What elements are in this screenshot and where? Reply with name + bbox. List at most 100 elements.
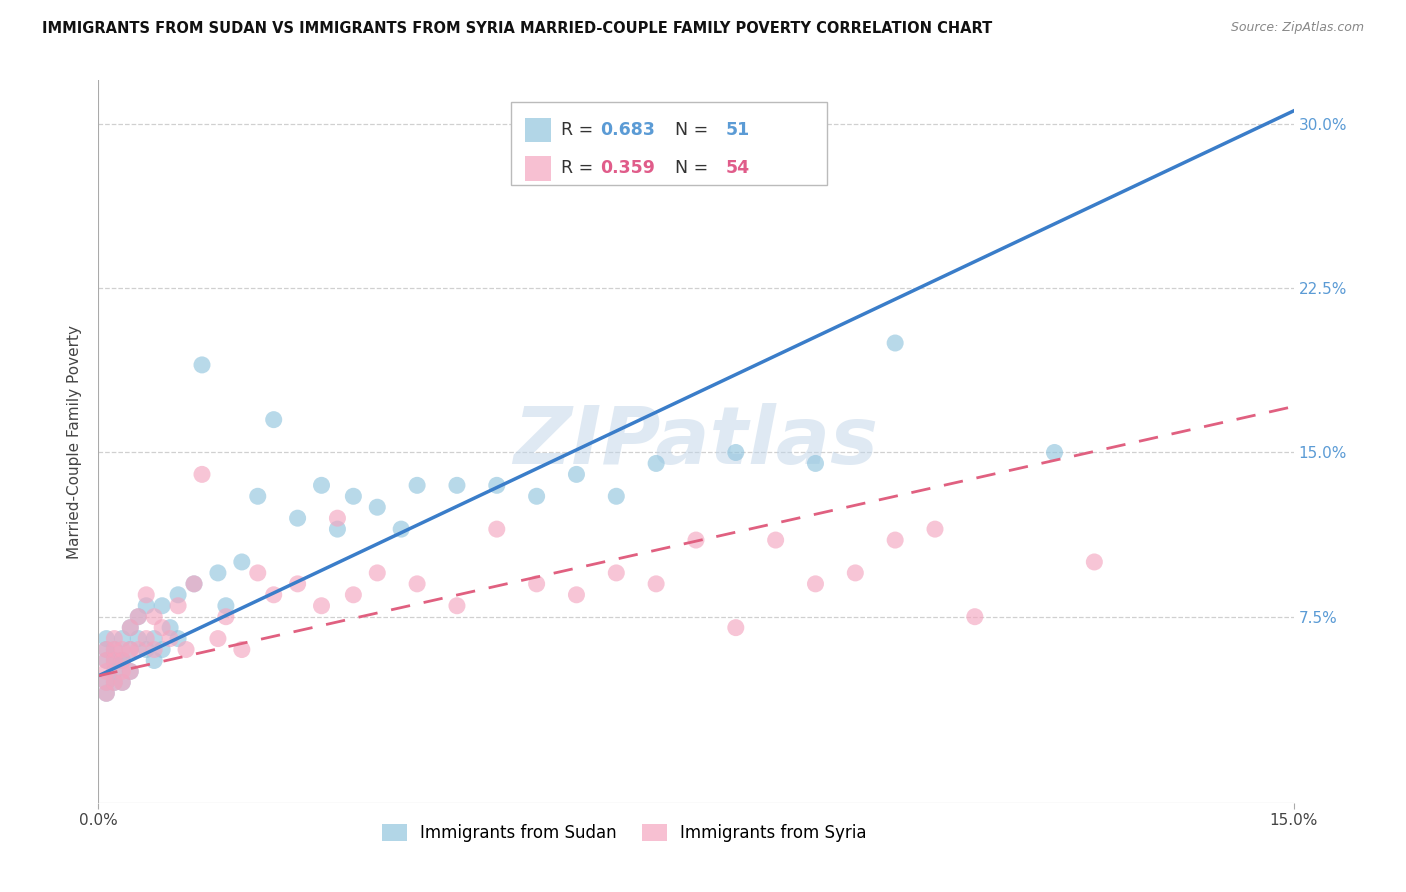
Text: R =: R = (561, 121, 599, 139)
Point (326, 522, 349, 536)
Point (215, 609, 238, 624)
Point (103, 653, 125, 667)
Point (111, 675, 134, 690)
Point (96, 686, 118, 700)
Point (96, 653, 118, 667)
Point (174, 642, 197, 657)
Point (485, 522, 508, 536)
Point (111, 653, 134, 667)
Legend: Immigrants from Sudan, Immigrants from Syria: Immigrants from Sudan, Immigrants from S… (375, 817, 873, 848)
Point (963, 609, 986, 624)
Point (263, 588, 285, 602)
Point (143, 632, 166, 646)
Point (526, 489, 548, 503)
Point (120, 665, 142, 679)
Point (96, 686, 118, 700)
Point (103, 675, 125, 690)
Point (884, 533, 907, 547)
Point (311, 478, 333, 492)
Point (844, 566, 866, 580)
Point (111, 665, 134, 679)
Point (685, 533, 707, 547)
Point (1083, 555, 1105, 569)
Point (366, 500, 388, 515)
Point (287, 577, 309, 591)
Point (127, 609, 149, 624)
Point (159, 621, 181, 635)
Point (120, 642, 142, 657)
Point (605, 489, 627, 503)
Point (406, 577, 429, 591)
Point (103, 642, 125, 657)
Point (246, 566, 269, 580)
Point (135, 599, 157, 613)
Point (103, 642, 125, 657)
Point (127, 609, 149, 624)
Text: ZIPatlas: ZIPatlas (513, 402, 879, 481)
Point (96, 675, 118, 690)
Point (103, 632, 125, 646)
Point (96, 665, 118, 679)
Point (183, 577, 205, 591)
Point (231, 642, 253, 657)
Point (103, 653, 125, 667)
Point (150, 621, 173, 635)
Point (96, 632, 118, 646)
Text: 0.683: 0.683 (600, 121, 655, 139)
Text: 0.359: 0.359 (600, 160, 655, 178)
Point (526, 577, 548, 591)
Point (111, 675, 134, 690)
Point (366, 566, 388, 580)
Point (645, 457, 668, 471)
Point (924, 522, 946, 536)
Point (183, 577, 205, 591)
Point (143, 609, 166, 624)
Text: 51: 51 (725, 121, 749, 139)
Point (111, 653, 134, 667)
Y-axis label: Married-Couple Family Poverty: Married-Couple Family Poverty (67, 325, 83, 558)
Point (804, 457, 827, 471)
Point (111, 642, 134, 657)
Point (120, 665, 142, 679)
Point (96, 675, 118, 690)
Point (111, 653, 134, 667)
Text: 54: 54 (725, 160, 749, 178)
Point (215, 599, 238, 613)
Point (120, 621, 142, 635)
Point (207, 632, 229, 646)
FancyBboxPatch shape (524, 118, 551, 143)
Point (342, 588, 364, 602)
Point (96, 642, 118, 657)
Text: Source: ZipAtlas.com: Source: ZipAtlas.com (1230, 21, 1364, 34)
Point (446, 478, 468, 492)
Point (287, 511, 309, 525)
Text: N =: N = (664, 121, 713, 139)
Point (263, 412, 285, 426)
Point (103, 665, 125, 679)
Point (207, 566, 229, 580)
Point (884, 336, 907, 351)
Point (191, 358, 214, 372)
Point (326, 511, 349, 525)
Point (167, 588, 190, 602)
Point (246, 489, 269, 503)
Point (167, 632, 190, 646)
Point (96, 653, 118, 667)
Point (150, 599, 173, 613)
Point (135, 632, 157, 646)
Point (1043, 445, 1066, 459)
Point (127, 632, 149, 646)
Point (645, 577, 668, 591)
Point (111, 632, 134, 646)
Point (143, 653, 166, 667)
Text: N =: N = (664, 160, 713, 178)
Point (804, 577, 827, 591)
Point (120, 621, 142, 635)
FancyBboxPatch shape (510, 102, 827, 185)
Point (96, 642, 118, 657)
Point (120, 642, 142, 657)
Text: IMMIGRANTS FROM SUDAN VS IMMIGRANTS FROM SYRIA MARRIED-COUPLE FAMILY POVERTY COR: IMMIGRANTS FROM SUDAN VS IMMIGRANTS FROM… (42, 21, 993, 36)
Point (565, 467, 588, 482)
Point (406, 478, 429, 492)
Point (724, 445, 747, 459)
